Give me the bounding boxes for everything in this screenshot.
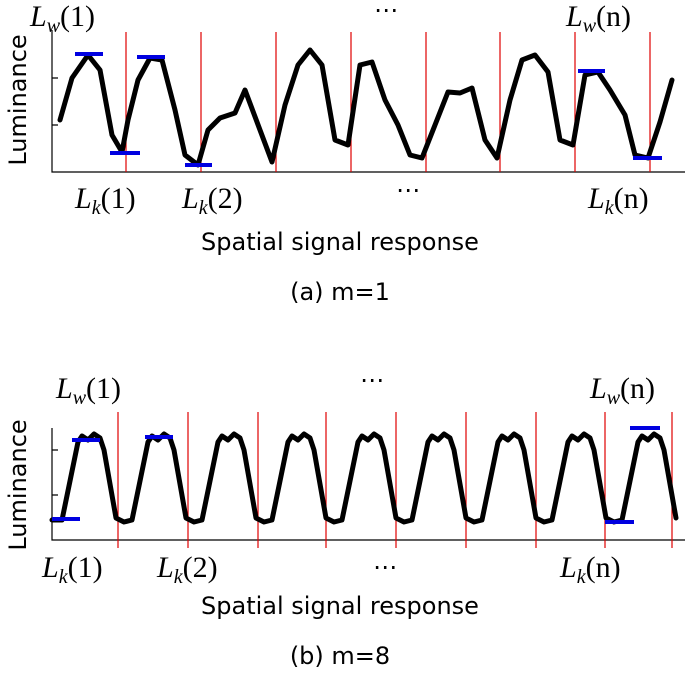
panel-b: Luminance Lw(1) Lw(n) ⋯ ⋯ Lk(1) Lk(2) Lk… xyxy=(4,366,685,670)
label: Lk(1) xyxy=(74,182,136,219)
dividers xyxy=(125,32,651,172)
axes xyxy=(51,428,685,541)
y-label: Luminance xyxy=(4,419,32,550)
label: Lk(2) xyxy=(181,182,243,219)
ellipsis: ⋯ xyxy=(374,0,398,24)
y-label: Luminance xyxy=(4,34,32,165)
label: Lw(1) xyxy=(55,372,121,409)
panel-a: Luminance Lw(1) Lw(n) ⋯ ⋯ Lk(1) Lk(2) Lk… xyxy=(4,0,685,306)
x-label: Spatial signal response xyxy=(201,228,479,256)
label: Lw(n) xyxy=(565,0,631,37)
ellipsis: ⋯ xyxy=(360,366,384,394)
ellipsis: ⋯ xyxy=(373,553,397,581)
caption: (b) m=8 xyxy=(290,642,390,670)
caption: (a) m=1 xyxy=(290,278,390,306)
label: Lk(n) xyxy=(559,551,621,588)
axes xyxy=(51,30,685,173)
level-markers xyxy=(75,52,662,167)
label: Lk(2) xyxy=(156,551,218,588)
label: Lk(n) xyxy=(587,182,649,219)
label: Lw(n) xyxy=(589,372,655,409)
label: Lk(1) xyxy=(41,551,103,588)
level-markers xyxy=(52,426,660,524)
x-label: Spatial signal response xyxy=(201,592,479,620)
ellipsis: ⋯ xyxy=(396,176,420,204)
label: Lw(1) xyxy=(29,0,95,37)
luminance-curve xyxy=(57,47,675,168)
dividers xyxy=(117,412,673,548)
luminance-curve xyxy=(49,431,679,525)
